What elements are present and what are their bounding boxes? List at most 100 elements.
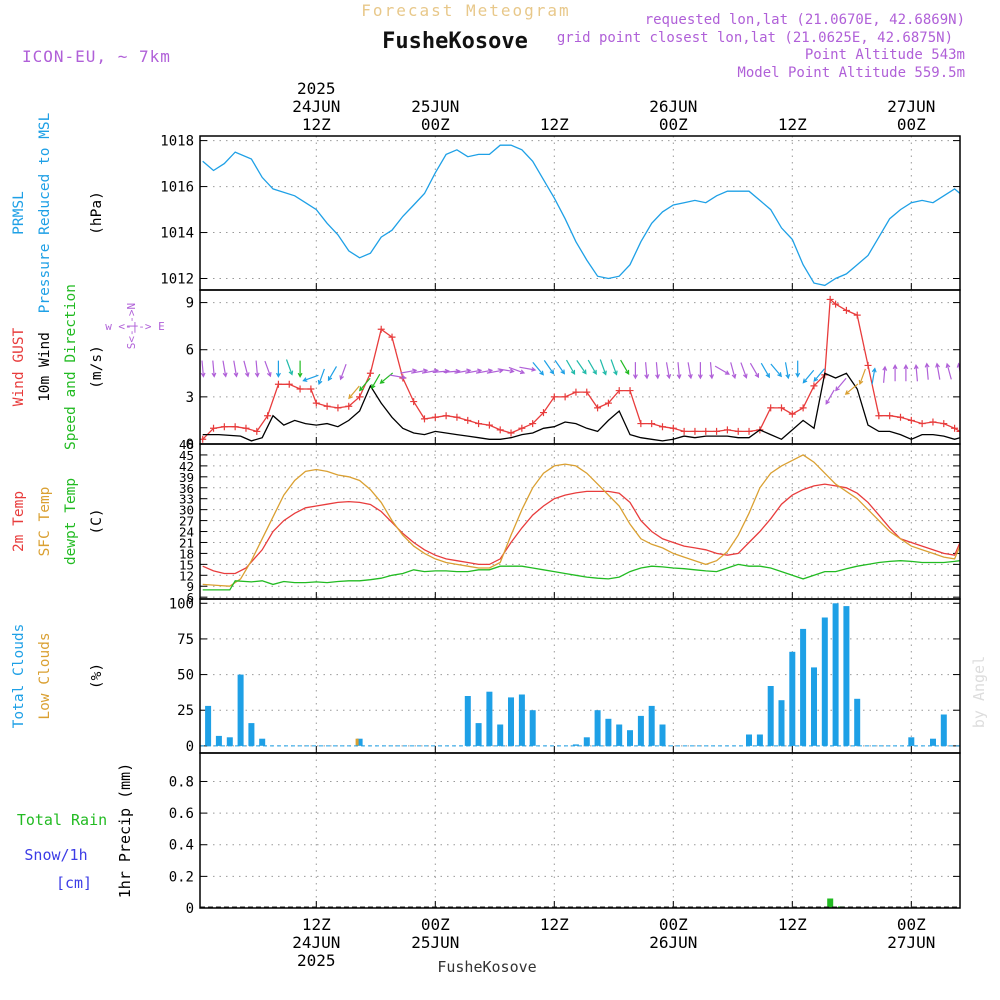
- wind-direction-arrow: [665, 362, 672, 380]
- panel-label-pressure: (hPa): [89, 191, 105, 235]
- bar-total-clouds: [518, 694, 525, 746]
- gust-marker: [648, 420, 656, 428]
- wind-direction-arrow: [632, 362, 638, 380]
- wind-direction-arrow: [802, 369, 815, 384]
- gust-marker: [561, 393, 569, 401]
- gust-marker: [702, 427, 710, 435]
- time-label-top: 00Z: [659, 115, 688, 134]
- bar-total-clouds: [248, 723, 255, 746]
- compass-we: w <-|-> E: [105, 320, 165, 333]
- wind-direction-arrow: [587, 359, 597, 375]
- wind-direction-arrow: [610, 359, 618, 376]
- bar-total-clouds: [572, 744, 579, 746]
- wind-direction-arrow: [676, 362, 682, 380]
- wind-direction-arrow: [317, 368, 325, 386]
- time-label-top: 00Z: [897, 115, 926, 134]
- gust-marker: [529, 420, 537, 428]
- y-tick-label: 39: [179, 470, 194, 485]
- wind-direction-arrow: [892, 364, 898, 382]
- gust-marker: [296, 385, 304, 393]
- y-tick-label: 1016: [160, 180, 194, 196]
- y-tick-label: 18: [179, 546, 194, 561]
- time-label-top: 27JUN: [887, 97, 935, 116]
- wind-direction-arrow: [454, 368, 472, 374]
- wind-direction-arrow: [599, 359, 607, 376]
- wind-direction-arrow: [297, 360, 303, 378]
- wind-direction-arrow: [358, 377, 371, 392]
- wind-direction-arrow: [760, 362, 770, 379]
- panel-label-temp: (C): [89, 508, 105, 534]
- panel-pressure-marks: [202, 144, 960, 287]
- gust-marker: [832, 300, 840, 308]
- wind-direction-arrow: [285, 359, 294, 376]
- wind-direction-arrow: [400, 368, 418, 374]
- wind-direction-arrow: [770, 363, 783, 378]
- bar-total-clouds: [215, 735, 222, 746]
- gust-marker: [583, 388, 591, 396]
- panel-label-clouds: (%): [89, 663, 105, 689]
- wind-direction-arrow: [519, 366, 537, 372]
- y-tick-label: 0.8: [169, 774, 194, 790]
- time-label-bottom: 25JUN: [411, 933, 459, 952]
- gust-marker: [875, 412, 883, 420]
- gust-marker: [231, 423, 239, 431]
- gust-marker: [788, 410, 796, 418]
- y-tick-label: 21: [179, 535, 194, 550]
- bar-total-clouds: [259, 738, 266, 746]
- y-tick-label: 50: [177, 668, 194, 684]
- bar-total-clouds: [756, 734, 763, 746]
- gust-marker: [539, 409, 547, 417]
- bar-total-clouds: [173, 742, 179, 746]
- gust-marker: [572, 388, 580, 396]
- time-label-bottom: 00Z: [897, 915, 926, 934]
- gust-marker: [518, 424, 526, 432]
- series-line-sfc-temp: [202, 454, 960, 587]
- forecast-meteogram-title: Forecast Meteogram: [361, 1, 570, 20]
- gust-marker: [345, 402, 353, 410]
- gust-marker: [388, 333, 396, 341]
- y-tick-label: 0: [186, 437, 194, 453]
- series-line-dewpt-temp: [202, 560, 960, 591]
- bar-total-clouds: [497, 724, 504, 746]
- time-label-top: 2025: [297, 79, 336, 98]
- gust-marker: [853, 311, 861, 319]
- bar-total-clouds: [843, 606, 850, 746]
- gust-marker: [929, 418, 937, 426]
- bar-low-clouds: [355, 738, 359, 746]
- time-label-bottom: 12Z: [302, 915, 331, 934]
- gust-marker: [604, 399, 612, 407]
- wind-direction-arrow: [576, 360, 587, 375]
- wind-direction-arrow: [371, 373, 381, 390]
- wind-direction-arrow: [697, 362, 703, 380]
- time-label-bottom: 12Z: [540, 915, 569, 934]
- gust-marker: [210, 424, 218, 432]
- gust-marker: [669, 424, 677, 432]
- wind-direction-arrow: [945, 362, 952, 380]
- wind-direction-arrow: [222, 360, 228, 378]
- gust-marker: [475, 420, 483, 428]
- time-label-bottom: 27JUN: [887, 933, 935, 952]
- time-label-bottom: 00Z: [421, 915, 450, 934]
- point-altitude: Point Altitude 543m: [805, 47, 965, 63]
- wind-direction-arrow: [620, 359, 630, 375]
- wind-direction-arrow: [302, 374, 319, 382]
- gust-marker: [334, 404, 342, 412]
- wind-direction-arrow: [749, 362, 759, 379]
- gust-marker: [842, 306, 850, 314]
- compass-ns: S<-|->N: [125, 303, 138, 349]
- bar-total-clouds: [746, 734, 752, 746]
- bar-total-clouds: [854, 698, 861, 746]
- bar-total-clouds: [464, 696, 471, 746]
- bar-total-rain: [827, 898, 834, 908]
- wind-direction-arrow: [924, 362, 930, 380]
- gust-marker: [777, 404, 785, 412]
- chart-layer: 1012101410161018036969121518212427303336…: [11, 79, 961, 970]
- panel-frame: [199, 135, 961, 291]
- bar-total-clouds: [627, 730, 633, 746]
- gust-marker: [951, 424, 959, 432]
- wind-direction-arrow: [871, 367, 877, 385]
- panel-label-wind: 10m Wind: [37, 332, 53, 402]
- wind-direction-arrow: [379, 372, 394, 384]
- gust-marker: [253, 427, 261, 435]
- y-tick-label: 9: [186, 579, 194, 594]
